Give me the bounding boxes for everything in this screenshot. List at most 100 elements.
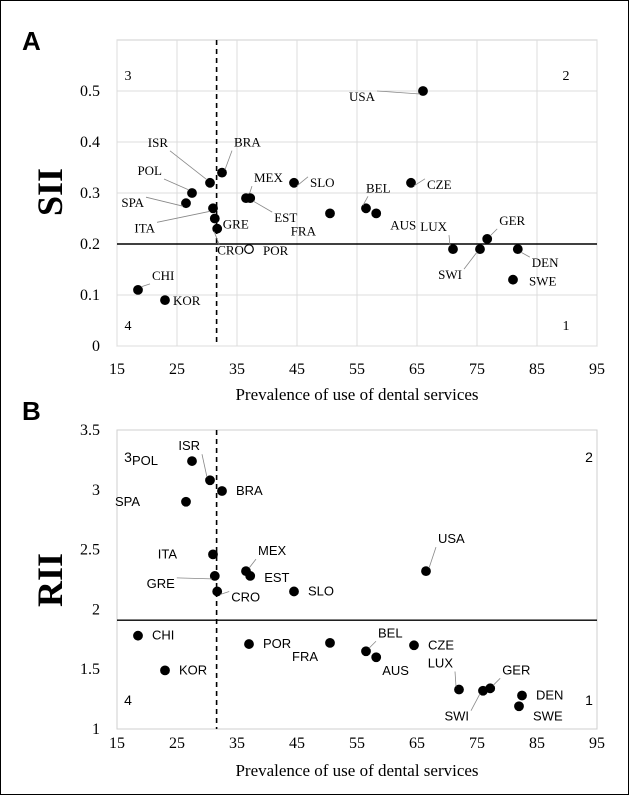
panel-b-leader-line-bel	[368, 640, 377, 649]
panel-b-ytick-label: 3.5	[80, 422, 100, 439]
panel-a-point-slo	[289, 177, 299, 188]
panel-b-chart: 15 25 35 45 55 65 75 85 95 1 1.5 2 2.5 3 3.5 Prevalence…	[30, 422, 605, 780]
panel-a-leader-line-bra	[224, 150, 233, 170]
panel-a-leader-line-isr	[169, 150, 208, 181]
panel-b-point-label-swe: SWE	[533, 708, 563, 723]
panel-a-point-cro	[212, 223, 223, 234]
panel-b-xtick-label: 65	[409, 735, 425, 752]
panel-a-point-label-pol: POL	[137, 163, 162, 178]
panel-b-xtick-label: 45	[289, 735, 305, 752]
panel-b-point-label-ger: GER	[502, 662, 530, 677]
panel-b-leader-line-cro	[220, 591, 230, 595]
panel-b-leader-line-swi	[470, 693, 481, 711]
panel-a-ytick-label: 0.4	[80, 134, 100, 151]
panel-b-point-est	[245, 571, 256, 581]
panel-b-leader-line-mex	[248, 558, 257, 569]
panel-a-leader-line-slo	[296, 176, 309, 187]
panel-a-point-bel	[361, 203, 371, 214]
panel-a-point-usa	[418, 86, 428, 96]
panel-b-quadrant-label-1: 1	[585, 692, 593, 708]
panel-b-point-label-fra: FRA	[292, 649, 318, 664]
panel-a-x-axis-label: Prevalence of use of dental services	[235, 385, 478, 404]
panel-b-point-label-ita: ITA	[158, 546, 178, 561]
panel-b-ytick-label: 2.5	[80, 542, 100, 559]
panel-a-point-label-slo: SLO	[310, 175, 335, 190]
panel-b-point-label-mex: MEX	[258, 543, 287, 558]
panel-a-xtick-label: 35	[229, 361, 245, 378]
panel-b-xtick-label: 55	[349, 735, 365, 752]
panel-b-point-bra	[217, 486, 227, 496]
panel-a-y-axis-label: SII	[30, 168, 70, 216]
panel-a-ytick-label: 0.5	[80, 83, 100, 100]
panel-a-point-label-chi: CHI	[152, 268, 174, 283]
panel-a-leader-line-spa	[145, 196, 184, 207]
panel-b-point-fra	[325, 637, 335, 648]
panel-b-point-label-bra: BRA	[236, 483, 263, 498]
panel-b-x-axis-label: Prevalence of use of dental services	[235, 761, 478, 780]
panel-a-point-cze	[406, 177, 416, 188]
panel-b-xtick-label: 75	[469, 735, 485, 752]
panel-b-point-label-lux: LUX	[428, 656, 454, 671]
panel-b-point-swe	[514, 701, 524, 712]
panel-b-point-label-chi: CHI	[152, 628, 174, 643]
panel-a-point-fra	[325, 208, 335, 219]
panel-a-point-label-spa: SPA	[121, 195, 144, 210]
panel-a-point-pol	[187, 188, 197, 198]
panel-a-xtick-label: 95	[589, 361, 605, 378]
panel-b-point-spa	[181, 496, 191, 507]
panel-a-leader-line-ger	[489, 228, 498, 237]
panel-b-point-label-cro: CRO	[231, 589, 260, 604]
panel-a-point-label-bel: BEL	[366, 180, 391, 195]
panel-a-point-chi	[133, 285, 143, 295]
panel-a-point-label-mex: MEX	[254, 170, 284, 185]
panel-b-point-cro	[212, 586, 223, 597]
panel-b-point-isr	[205, 475, 215, 486]
panel-b-point-label-kor: KOR	[179, 662, 207, 677]
panel-b-point-gre	[209, 571, 220, 581]
panel-a-point-label-gre: GRE	[223, 217, 249, 232]
panel-b-quadrant-label-4: 4	[124, 692, 132, 708]
panel-b-quadrant-label-2: 2	[585, 449, 593, 465]
panel-a-point-label-usa: USA	[349, 89, 376, 104]
panel-a-xtick-label: 65	[409, 361, 425, 378]
panel-b-leader-line-isr	[201, 454, 208, 478]
panel-a-point-label-ita: ITA	[134, 220, 155, 235]
panel-b-point-label-usa: USA	[438, 531, 465, 546]
panel-a-leader-line-usa	[376, 90, 421, 95]
panel-b-point-label-gre: GRE	[147, 576, 176, 591]
panel-a-leader-line-bel	[362, 196, 369, 206]
panel-a-point-label-den: DEN	[532, 255, 559, 270]
panel-b-point-label-slo: SLO	[308, 583, 334, 598]
panel-a-ytick-label: 0.2	[80, 236, 100, 253]
panel-a-point-label-por: POR	[263, 243, 289, 258]
panel-b-ytick-label: 1	[92, 721, 100, 738]
panel-b-leader-line-gre	[176, 577, 212, 580]
panel-b-quadrant-label-3: 3	[124, 449, 132, 465]
panel-b-point-por	[244, 639, 254, 649]
panel-a-leader-line-cro	[213, 231, 220, 245]
panel-b-point-label-swi: SWI	[444, 709, 469, 724]
panel-a-point-label-swe: SWE	[529, 274, 557, 289]
panel-a-point-est	[245, 193, 256, 204]
panel-a-point-lux	[448, 244, 458, 255]
panel-a-point-spa	[181, 198, 191, 209]
panel-b-point-bel	[361, 646, 371, 657]
panel-a-point-por	[244, 244, 254, 255]
panel-b-point-pol	[187, 456, 197, 466]
panel-a-point-label-cze: CZE	[427, 177, 452, 192]
panel-a-point-ita	[208, 203, 218, 214]
panel-b-point-den	[517, 690, 527, 701]
panel-a-point-label-swi: SWI	[438, 267, 462, 282]
panel-b-point-lux	[454, 684, 464, 695]
panel-b-xtick-label: 35	[229, 735, 245, 752]
panel-a-chart: 15 25 35 45 55 65 75 85 95 0 0.1 0.2 0.3 0.4 0.5 Preval…	[30, 39, 605, 404]
panel-b-leader-line-ger	[492, 678, 501, 686]
panel-a-leader-line-lux	[448, 235, 451, 247]
panel-b-ytick-label: 2	[92, 601, 100, 618]
panel-a-xtick-label: 55	[349, 361, 365, 378]
panel-a-point-label-isr: ISR	[148, 135, 169, 150]
panel-a-leader-line-pol	[163, 178, 190, 191]
panel-b-xtick-label: 95	[589, 735, 605, 752]
panel-b-plot-area	[116, 429, 598, 730]
panel-b-xtick-label: 85	[529, 735, 545, 752]
